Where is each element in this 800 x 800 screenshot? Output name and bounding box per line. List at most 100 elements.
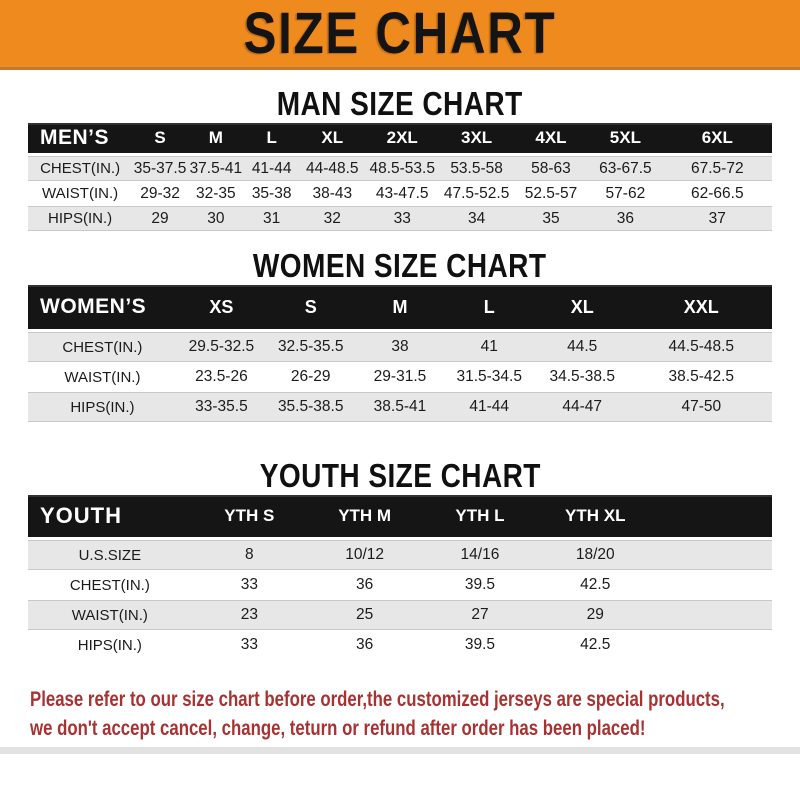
row-spacer [652,540,772,570]
size-cell: 53.5-58 [439,156,514,181]
men-section-heading: MAN SIZE CHART [0,85,800,123]
size-cell: 29-31.5 [355,362,445,392]
table-row: CHEST(IN.) 35-37.5 37.5-41 41-44 44-48.5 48.5… [28,156,772,181]
table-header-band: WOMEN’S XS S M L XL XXL [28,285,772,332]
size-cell: 18/20 [537,540,653,570]
column-header: XS [176,285,267,332]
column-header: YTH M [306,495,423,540]
size-cell: 23 [191,600,307,630]
row-spacer [652,570,772,600]
row-label: WAIST(IN.) [28,362,177,392]
size-cell: 31.5-34.5 [444,362,534,392]
size-cell: 23.5-26 [176,362,267,392]
column-header: S [132,123,188,156]
column-header: S [266,285,356,332]
size-cell: 38 [355,332,445,362]
size-cell: 26-29 [266,362,356,392]
youth-section-heading: YOUTH SIZE CHART [0,457,800,495]
row-label: WAIST(IN.) [28,181,133,206]
bottom-strip [0,747,800,754]
size-cell: 8 [191,540,307,570]
size-cell: 38-43 [299,181,366,206]
column-header: XL [533,285,631,332]
size-cell: 35-37.5 [132,156,188,181]
size-cell: 44.5 [533,332,631,362]
size-cell: 14/16 [422,540,538,570]
column-header: YTH S [191,495,307,540]
table-band-label: YOUTH [28,495,192,540]
women-size-table: WOMEN’S XS S M L XL XXL CHEST(IN.) 29.5-32.5 32.5… [28,285,772,422]
column-header: 2XL [365,123,440,156]
size-cell: 44.5-48.5 [630,332,772,362]
size-cell: 32.5-35.5 [266,332,356,362]
size-cell: 10/12 [306,540,423,570]
row-label: HIPS(IN.) [28,392,177,422]
men-size-table: MEN’S S M L XL 2XL 3XL 4XL 5XL 6XL CHEST(IN.) 35-37… [28,123,772,231]
column-header: XXL [630,285,772,332]
column-header: 5XL [588,123,663,156]
size-cell: 32-35 [187,181,244,206]
table-row: CHEST(IN.) 29.5-32.5 32.5-35.5 38 41 44.5 44.5… [28,332,772,362]
size-cell: 29 [132,206,188,231]
disclaimer-line-1: Please refer to our size chart before or… [30,688,725,711]
table-row: WAIST(IN.) 23.5-26 26-29 29-31.5 31.5-34.5 34… [28,362,772,392]
table-row: HIPS(IN.) 29 30 31 32 33 34 35 36 37 [28,206,772,231]
table-row: WAIST(IN.) 29-32 32-35 35-38 38-43 43-47.5 47.… [28,181,772,206]
size-cell: 58-63 [513,156,589,181]
size-cell: 38.5-41 [355,392,445,422]
row-label: CHEST(IN.) [28,570,192,600]
row-label: HIPS(IN.) [28,630,192,660]
size-cell: 57-62 [588,181,663,206]
size-chart-banner: SIZE CHART [0,0,800,70]
size-cell: 30 [187,206,244,231]
row-label: WAIST(IN.) [28,600,192,630]
size-cell: 35.5-38.5 [266,392,356,422]
size-cell: 48.5-53.5 [365,156,440,181]
size-cell: 52.5-57 [513,181,589,206]
size-cell: 39.5 [422,570,538,600]
row-label: U.S.SIZE [28,540,192,570]
size-cell: 37 [662,206,772,231]
men-heading-text: MAN SIZE CHART [277,85,523,122]
table-row: U.S.SIZE 8 10/12 14/16 18/20 [28,540,772,570]
disclaimer: Please refer to our size chart before or… [30,685,800,743]
row-label: CHEST(IN.) [28,156,133,181]
women-section-heading: WOMEN SIZE CHART [0,247,800,285]
column-header: XL [299,123,366,156]
size-cell: 35 [513,206,589,231]
disclaimer-line-2: we don't accept cancel, change, teturn o… [30,717,646,740]
size-cell: 37.5-41 [187,156,244,181]
size-cell: 41 [444,332,534,362]
size-cell: 29 [537,600,653,630]
table-row: WAIST(IN.) 23 25 27 29 [28,600,772,630]
size-cell: 36 [588,206,663,231]
row-spacer [652,600,772,630]
size-cell: 47.5-52.5 [439,181,514,206]
women-heading-text: WOMEN SIZE CHART [253,247,547,284]
row-spacer [652,630,772,660]
table-row: HIPS(IN.) 33 36 39.5 42.5 [28,630,772,660]
size-cell: 33 [191,630,307,660]
size-cell: 33 [365,206,440,231]
column-header: 4XL [513,123,589,156]
column-header: YTH L [422,495,538,540]
size-cell: 44-47 [533,392,631,422]
size-cell: 41-44 [243,156,300,181]
table-header-band: YOUTH YTH S YTH M YTH L YTH XL [28,495,772,540]
size-cell: 38.5-42.5 [630,362,772,392]
column-header: 6XL [662,123,772,156]
size-cell: 39.5 [422,630,538,660]
youth-heading-text: YOUTH SIZE CHART [259,457,541,494]
header-spacer [652,495,772,540]
size-cell: 29-32 [132,181,188,206]
size-cell: 31 [243,206,300,231]
size-cell: 36 [306,570,423,600]
size-cell: 33-35.5 [176,392,267,422]
column-header: YTH XL [537,495,653,540]
table-band-label: MEN’S [28,123,133,156]
size-cell: 36 [306,630,423,660]
size-cell: 29.5-32.5 [176,332,267,362]
size-cell: 44-48.5 [299,156,366,181]
size-cell: 67.5-72 [662,156,772,181]
size-cell: 34 [439,206,514,231]
